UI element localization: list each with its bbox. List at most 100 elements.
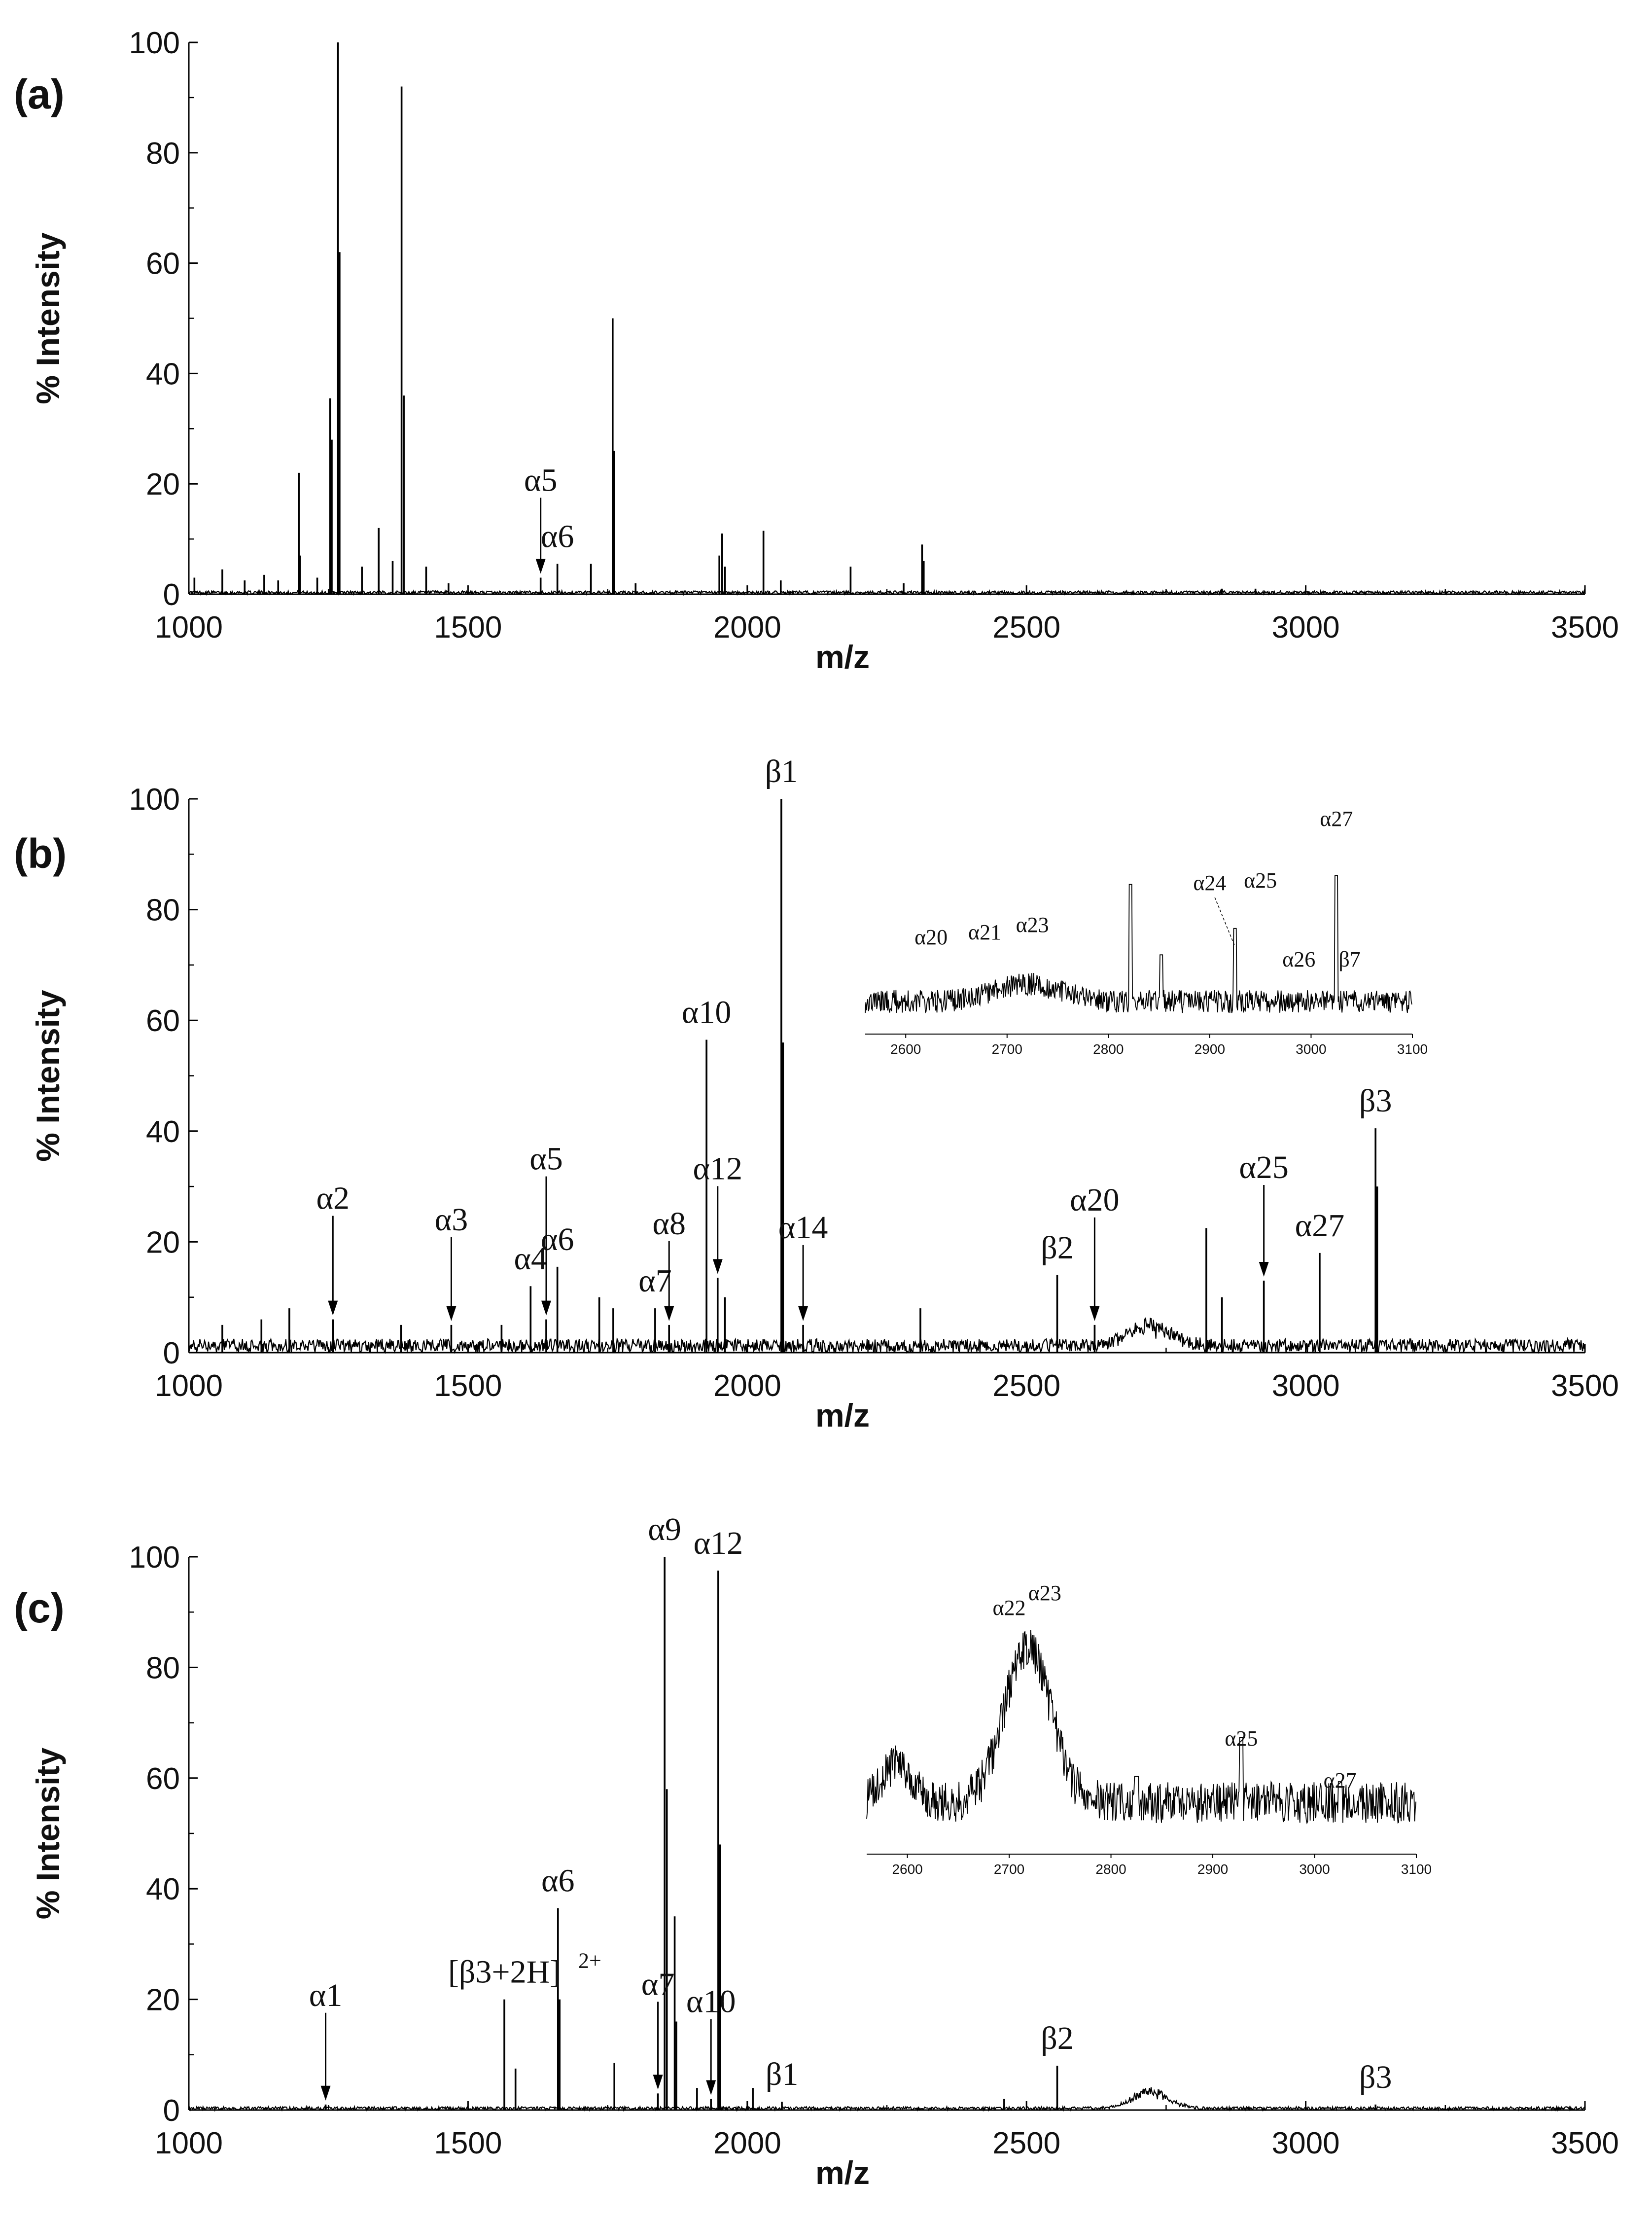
peak-annotation: α14 [778,1210,828,1246]
peak-annotation: α3 [435,1202,468,1238]
annotation-arrowhead [541,1300,551,1316]
annotation-arrowhead [798,1306,808,1321]
x-tick-label: 2500 [992,1369,1060,1403]
x-tick-label: 1000 [155,1369,223,1403]
x-tick-label: 3000 [1272,1369,1340,1403]
x-tick-label: 3500 [1551,2126,1619,2160]
y-tick-label: 60 [146,1762,180,1796]
inset-peak-label: α23 [1028,1581,1061,1605]
peak-annotation: α25 [1239,1149,1289,1185]
peak-annotation: α2 [316,1181,350,1217]
annotation-arrowhead [1090,1306,1100,1321]
annotation-superscript: 2+ [578,1949,601,1973]
peak-annotation: α7 [638,1263,672,1299]
peak-annotation: α9 [648,1511,681,1547]
peak-annotation: α27 [1295,1208,1345,1244]
x-tick-label: 3500 [1551,1369,1619,1403]
panel-c: (c) 1000 1500 2000 2500 3000 3500 0 20 40 60 80 100 m… [14,1511,1619,2191]
inset-peak-label: α24 [1193,871,1226,895]
y-tick-label: 80 [146,1651,180,1685]
annotation-arrowhead [1259,1262,1269,1277]
inset-x-tick-label: 2700 [992,1041,1022,1057]
inset-spectrum [865,875,1412,1014]
x-tick-label: 3500 [1551,610,1619,645]
x-axis-title: m/z [815,1397,870,1433]
inset-peak-label: α27 [1324,1768,1357,1792]
inset-pointer [1214,897,1235,947]
inset-x-tick-label: 2800 [1093,1041,1124,1057]
x-tick-label: 1500 [434,610,502,645]
peak-annotation: α20 [1070,1182,1120,1218]
y-axis-title: % Intensity [30,990,66,1162]
peak-annotation: α12 [694,1525,743,1561]
peak-annotation: α10 [682,995,732,1031]
x-tick-label: 2000 [713,610,781,645]
y-tick-label: 40 [146,1872,180,1906]
x-tick-label: 2500 [992,2126,1060,2160]
y-tick-label: 100 [129,1540,180,1575]
x-tick-label: 1000 [155,610,223,645]
inset-peak-label: α23 [1016,913,1049,937]
y-tick-label: 0 [163,2094,180,2128]
y-tick-label: 80 [146,894,180,928]
x-tick-label: 1500 [434,1369,502,1403]
inset-peak-label: β7 [1338,947,1360,971]
y-axis-title: % Intensity [30,1748,66,1920]
inset-x-tick-label: 3100 [1401,1862,1432,1877]
annotation-arrowhead [706,2080,716,2095]
peak-annotation: α6 [541,1863,575,1899]
inset-x-tick-label: 3000 [1299,1862,1330,1877]
peak-annotation: α5 [529,1141,563,1177]
peak-annotation: α8 [652,1206,686,1242]
y-tick-label: 0 [163,1336,180,1370]
inset-x-tick-label: 2800 [1095,1862,1126,1877]
peak-annotation: β2 [1041,1230,1074,1266]
y-tick-label: 20 [146,1225,180,1259]
panel-label: (c) [14,1585,65,1631]
x-tick-label: 2000 [713,2126,781,2160]
inset-x-tick-label: 2600 [890,1041,921,1057]
panel-b: (b) 1000 1500 2000 2500 3000 3500 0 20 40 60 80 100 m… [14,753,1619,1433]
inset-chart: 2600 2700 2800 2900 3000 3100 α20 α21 α23 α24 α25 α… [865,807,1428,1057]
inset-peak-label: α25 [1225,1726,1258,1751]
inset-x-tick-label: 3100 [1397,1041,1428,1057]
y-tick-label: 20 [146,1983,180,2017]
peak-annotation: α6 [541,518,574,554]
y-tick-label: 100 [129,783,180,817]
annotation-arrowhead [535,559,546,574]
peak-annotation: α10 [686,1984,736,2020]
peak-annotation: β1 [766,2056,799,2092]
peak-annotation: α4 [514,1241,547,1277]
peak-annotation: β3 [1359,2059,1392,2095]
annotation-arrowhead [320,2085,331,2101]
x-tick-label: 3000 [1272,2126,1340,2160]
peak-annotation: α6 [541,1221,574,1257]
peak-annotation: α5 [524,462,558,498]
annotation-arrowhead [446,1306,457,1321]
annotation-arrowhead [653,2075,663,2090]
x-tick-label: 3000 [1272,610,1340,645]
panel-label: (b) [14,830,67,877]
y-tick-label: 60 [146,247,180,281]
inset-peak-label: α26 [1282,947,1315,971]
x-tick-label: 1500 [434,2126,502,2160]
inset-x-tick-label: 2700 [994,1862,1024,1877]
y-tick-label: 20 [146,467,180,502]
x-axis-title: m/z [815,2154,870,2191]
y-tick-label: 40 [146,357,180,391]
inset-x-tick-label: 2900 [1195,1041,1225,1057]
peak-annotation: α7 [641,1966,675,2002]
panel-a: (a) 1000 1500 2000 2500 3000 3500 0 20 40 60 80 100 m… [14,26,1619,675]
x-tick-label: 2000 [713,1369,781,1403]
inset-peak-label: α27 [1320,807,1353,831]
x-axis-title: m/z [815,639,870,675]
y-tick-label: 80 [146,137,180,171]
y-tick-label: 0 [163,578,180,612]
panel-label: (a) [14,71,65,117]
y-tick-label: 100 [129,26,180,60]
inset-peak-label: α21 [968,920,1001,944]
x-tick-label: 1000 [155,2126,223,2160]
